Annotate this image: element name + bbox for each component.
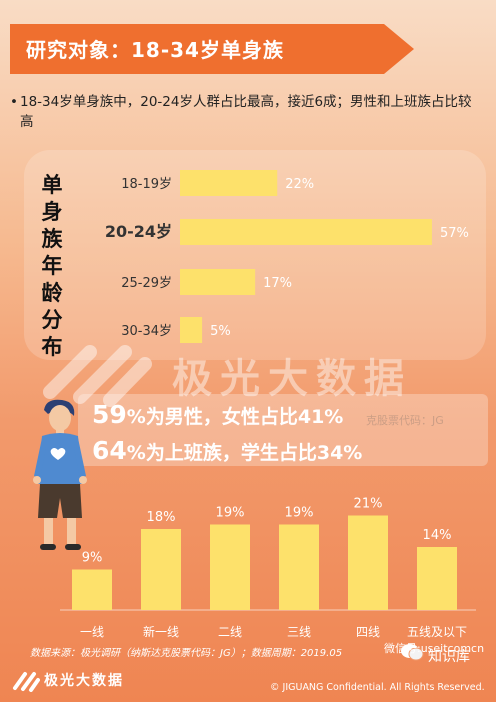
age-bar	[180, 170, 278, 196]
city-bar	[279, 524, 319, 610]
age-value-label: 5%	[210, 324, 231, 339]
city-category-label: 新一线	[143, 624, 179, 639]
worker-percent-sign: %	[126, 442, 146, 464]
copyright: © JIGUANG Confidential. All Rights Reser…	[270, 682, 485, 693]
data-source: 数据来源：极光调研（纳斯达克股票代码：JG）；数据周期：2019.05	[30, 648, 343, 659]
age-category-label: 25-29岁	[121, 276, 172, 291]
city-value-label: 19%	[216, 506, 245, 521]
city-bar	[72, 569, 112, 610]
person-illustration-icon	[33, 399, 87, 550]
city-bar	[348, 515, 388, 610]
page-title: 研究对象：18-34岁单身族	[26, 38, 284, 62]
worker-percent-number: 64	[92, 436, 127, 465]
age-chart-title-char: 分	[41, 308, 63, 332]
occupation-stat-text: 为上班族，学生占比34%	[145, 442, 363, 464]
age-bar	[180, 317, 203, 343]
header-banner	[10, 24, 414, 74]
age-chart-title-char: 族	[41, 227, 63, 251]
age-chart-title-char: 龄	[41, 281, 63, 305]
wechat-icon	[401, 644, 424, 661]
city-category-label: 三线	[287, 625, 311, 639]
age-bar	[180, 219, 432, 245]
bullet-icon: •	[10, 94, 18, 110]
age-bar	[180, 269, 256, 295]
age-category-label: 20-24岁	[105, 222, 172, 241]
age-chart-title-char: 年	[41, 254, 63, 278]
stats-band	[78, 394, 488, 466]
city-value-label: 9%	[82, 551, 103, 566]
city-bar	[417, 547, 457, 610]
watermark-subtext: 克股票代码：JG	[366, 414, 444, 427]
city-value-label: 19%	[285, 506, 314, 521]
gender-stat: 59%为男性，女性占比41%	[92, 400, 343, 429]
gender-stat-text: 为男性，女性占比41%	[145, 406, 344, 428]
zhishiku-label: 知识库	[428, 649, 470, 665]
age-value-label: 57%	[440, 226, 469, 241]
watermark: 极光大数据 克股票代码：JG	[30, 322, 470, 427]
city-bar	[210, 524, 250, 610]
age-category-label: 18-19岁	[121, 177, 172, 192]
summary-text: • 18-34岁单身族中，20-24岁人群占比最高，接近6成；男性和上班族占比较…	[10, 92, 480, 132]
city-category-label: 一线	[80, 625, 104, 639]
age-chart-title-char: 布	[41, 335, 63, 359]
watermark-text: 极光大数据	[172, 356, 412, 402]
city-category-label: 四线	[356, 625, 380, 639]
wechat-id: 微信号:useitcomcn	[384, 642, 485, 655]
occupation-stat: 64%为上班族，学生占比34%	[92, 436, 362, 465]
age-value-label: 22%	[285, 177, 314, 192]
male-percent-sign: %	[126, 406, 146, 428]
age-chart-title-char: 身	[41, 200, 63, 224]
watermark-logo-icon	[43, 345, 152, 407]
age-chart-title: 单身族年龄分布	[38, 172, 66, 361]
footer-logo-text: 极光大数据	[44, 673, 124, 689]
summary-sentence: 18-34岁单身族中，20-24岁人群占比最高，接近6成；男性和上班族占比较高	[20, 94, 472, 130]
age-category-label: 30-34岁	[121, 324, 172, 339]
city-value-label: 14%	[423, 528, 452, 543]
city-bar	[141, 529, 181, 610]
city-category-label: 五线及以下	[407, 625, 467, 639]
age-chart-title-char: 单	[41, 173, 63, 197]
city-value-label: 18%	[147, 510, 176, 525]
city-value-label: 21%	[354, 497, 383, 512]
age-value-label: 17%	[263, 276, 292, 291]
male-percent-number: 59	[92, 400, 127, 429]
jiguang-logo-icon	[13, 672, 40, 692]
city-category-label: 二线	[218, 625, 242, 639]
